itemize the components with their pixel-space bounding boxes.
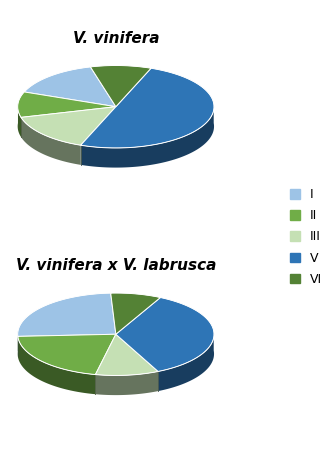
Text: V. vinifera x V. labrusca: V. vinifera x V. labrusca	[16, 258, 216, 273]
Polygon shape	[95, 334, 158, 375]
Polygon shape	[95, 372, 158, 395]
Polygon shape	[21, 107, 116, 145]
Polygon shape	[81, 68, 214, 148]
Polygon shape	[21, 118, 81, 165]
Polygon shape	[24, 67, 116, 107]
Polygon shape	[90, 65, 151, 107]
Polygon shape	[116, 298, 214, 372]
Polygon shape	[18, 92, 116, 118]
Polygon shape	[111, 293, 161, 334]
Polygon shape	[18, 293, 116, 337]
Polygon shape	[18, 334, 116, 374]
Polygon shape	[18, 103, 21, 137]
Text: V. vinifera: V. vinifera	[72, 31, 159, 46]
Polygon shape	[81, 103, 214, 168]
Polygon shape	[158, 331, 214, 391]
Legend: I, II, III, V, VI: I, II, III, V, VI	[288, 186, 325, 288]
Polygon shape	[18, 337, 95, 394]
